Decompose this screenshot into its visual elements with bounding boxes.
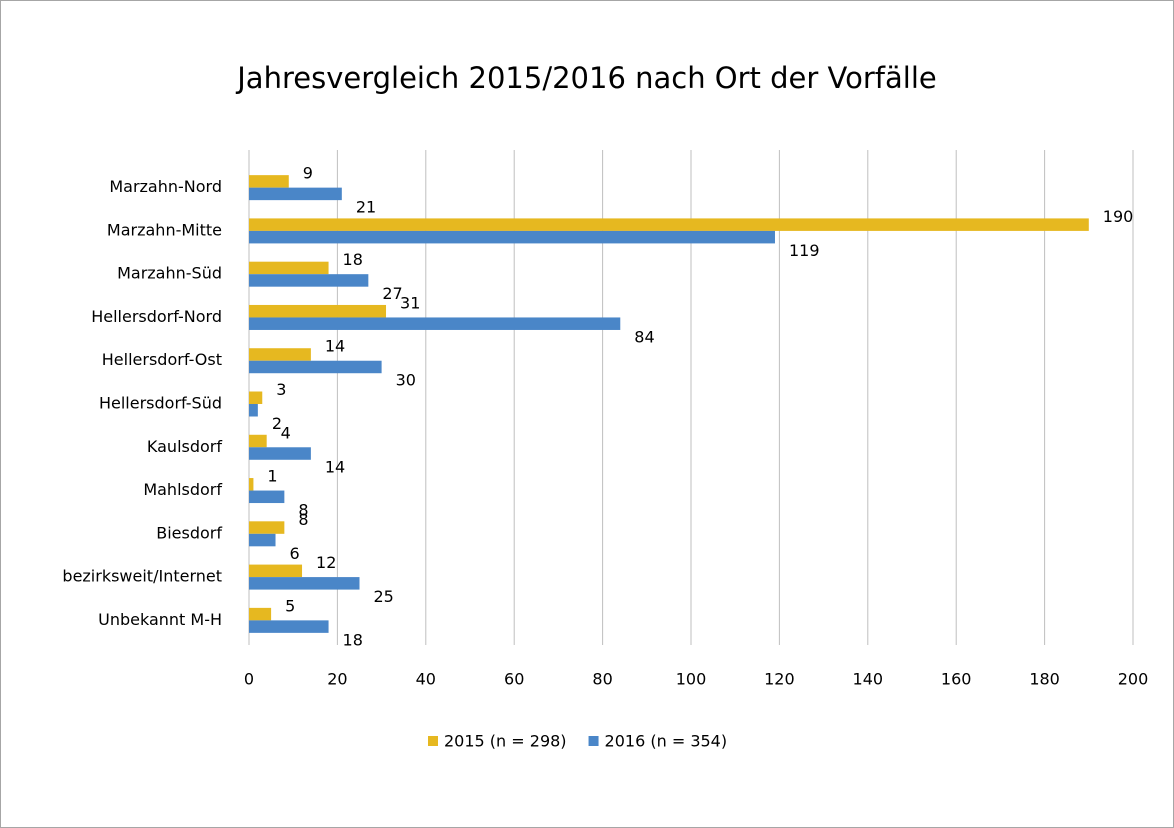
bar	[249, 478, 254, 491]
x-tick-label: 60	[504, 670, 524, 689]
y-tick-label: Hellersdorf-Süd	[99, 394, 222, 413]
bar	[249, 607, 272, 621]
data-label: 8	[298, 501, 308, 520]
bar	[249, 317, 621, 330]
bar	[249, 274, 369, 287]
bar	[249, 434, 267, 448]
y-tick-label: Hellersdorf-Ost	[102, 350, 222, 369]
bar	[249, 447, 311, 460]
bar	[249, 304, 387, 318]
bar	[249, 564, 303, 578]
data-label: 25	[374, 587, 394, 606]
data-label: 18	[343, 630, 363, 649]
legend-swatch	[428, 736, 438, 746]
data-label: 30	[396, 371, 416, 390]
y-tick-label: Marzahn-Süd	[117, 264, 222, 283]
y-tick-label: Marzahn-Nord	[109, 177, 222, 196]
data-label: 14	[325, 337, 345, 356]
legend-label: 2015 (n = 298)	[444, 732, 567, 751]
data-label: 1	[267, 467, 277, 486]
y-tick-label: Hellersdorf-Nord	[91, 307, 222, 326]
x-tick-label: 0	[244, 670, 254, 689]
bar	[249, 533, 276, 547]
bar	[249, 404, 258, 417]
bar	[249, 620, 329, 633]
bar	[249, 187, 342, 201]
x-tick-label: 120	[764, 670, 795, 689]
data-label: 8	[298, 510, 308, 529]
x-tick-label: 100	[676, 670, 707, 689]
legend-swatch	[588, 736, 599, 746]
bar	[249, 175, 289, 188]
data-label: 84	[634, 327, 654, 346]
bar	[249, 490, 285, 504]
bar	[249, 218, 1089, 231]
data-label: 190	[1103, 207, 1134, 226]
bar	[249, 391, 263, 404]
data-label: 31	[400, 293, 420, 312]
data-label: 27	[382, 284, 402, 303]
bar	[249, 360, 382, 374]
legend-label: 2016 (n = 354)	[605, 732, 728, 751]
bar	[249, 577, 360, 590]
y-tick-label: Marzahn-Mitte	[107, 220, 222, 239]
data-label: 119	[789, 241, 820, 260]
data-label: 3	[276, 380, 286, 399]
data-label: 6	[290, 544, 300, 563]
y-tick-label: Unbekannt M-H	[98, 610, 222, 629]
x-tick-label: 140	[853, 670, 884, 689]
x-tick-label: 160	[941, 670, 972, 689]
data-label: 9	[303, 164, 313, 183]
x-tick-label: 80	[592, 670, 612, 689]
data-label: 5	[285, 596, 295, 615]
y-tick-label: bezirksweit/Internet	[62, 567, 222, 586]
bar	[249, 261, 329, 275]
bar	[249, 348, 311, 361]
x-tick-label: 180	[1029, 670, 1060, 689]
x-tick-label: 40	[416, 670, 436, 689]
bar	[249, 230, 775, 244]
x-tick-label: 200	[1118, 670, 1149, 689]
y-tick-label: Biesdorf	[156, 523, 222, 542]
chart-title: Jahresvergleich 2015/2016 nach Ort der V…	[235, 61, 936, 95]
bar	[249, 521, 285, 534]
data-label: 21	[356, 198, 376, 217]
data-label: 18	[343, 250, 363, 269]
data-label: 2	[272, 414, 282, 433]
x-tick-label: 20	[327, 670, 347, 689]
y-tick-label: Kaulsdorf	[147, 437, 222, 456]
y-tick-label: Mahlsdorf	[143, 480, 222, 499]
data-label: 4	[281, 423, 291, 442]
data-label: 12	[316, 553, 336, 572]
data-label: 14	[325, 457, 345, 476]
